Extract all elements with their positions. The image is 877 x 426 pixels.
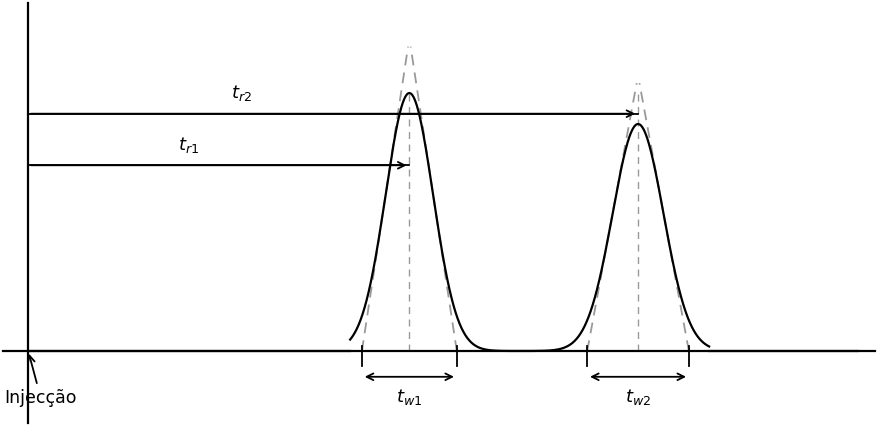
Text: $t_{r1}$: $t_{r1}$ (177, 135, 198, 155)
Text: Injecção: Injecção (4, 356, 77, 406)
Text: $t_{r2}$: $t_{r2}$ (231, 83, 252, 104)
Text: $t_{w1}$: $t_{w1}$ (396, 387, 422, 407)
Text: $t_{w2}$: $t_{w2}$ (624, 387, 651, 407)
